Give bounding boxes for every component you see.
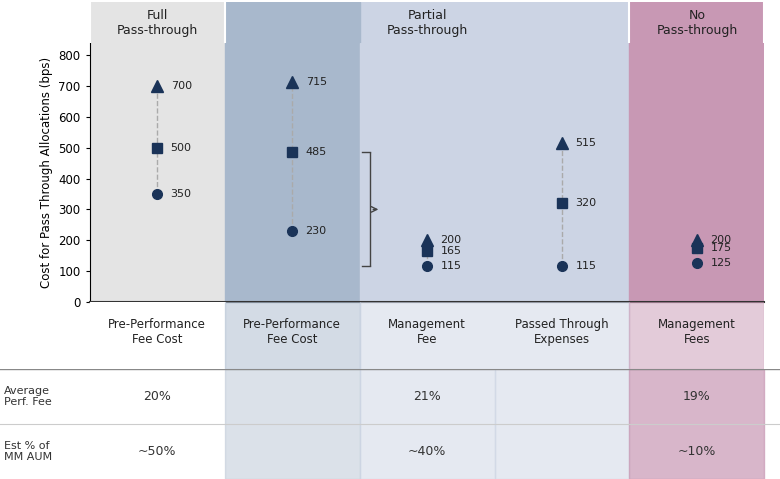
Text: 125: 125 bbox=[711, 258, 732, 268]
Bar bbox=[629, 2, 764, 43]
Y-axis label: Cost for Pass Through Allocations (bps): Cost for Pass Through Allocations (bps) bbox=[40, 57, 53, 288]
Text: Full
Pass-through: Full Pass-through bbox=[116, 9, 198, 37]
Text: ~50%: ~50% bbox=[138, 445, 176, 458]
Text: ~40%: ~40% bbox=[408, 445, 446, 458]
Text: 230: 230 bbox=[306, 226, 327, 236]
Bar bbox=[225, 43, 360, 302]
Bar bbox=[90, 369, 225, 479]
Text: 165: 165 bbox=[441, 246, 462, 256]
Text: 115: 115 bbox=[576, 262, 597, 272]
Text: No
Pass-through: No Pass-through bbox=[656, 9, 738, 37]
Bar bbox=[360, 302, 629, 369]
Text: Management
Fees: Management Fees bbox=[658, 318, 736, 346]
Text: 715: 715 bbox=[306, 77, 327, 87]
Text: Pre-Performance
Fee Cost: Pre-Performance Fee Cost bbox=[108, 318, 206, 346]
Text: 320: 320 bbox=[576, 198, 597, 208]
Text: 500: 500 bbox=[171, 143, 192, 153]
Bar bbox=[225, 369, 360, 479]
Text: 20%: 20% bbox=[144, 390, 171, 403]
Bar bbox=[629, 302, 764, 369]
Text: 485: 485 bbox=[306, 148, 327, 158]
Bar bbox=[629, 369, 764, 479]
Text: 21%: 21% bbox=[413, 390, 441, 403]
Bar bbox=[225, 2, 360, 43]
Text: 515: 515 bbox=[576, 138, 597, 148]
Bar bbox=[90, 43, 225, 302]
Bar bbox=[360, 369, 495, 479]
Text: 175: 175 bbox=[711, 243, 732, 253]
Text: 115: 115 bbox=[441, 262, 462, 272]
Text: Management
Fee: Management Fee bbox=[388, 318, 466, 346]
Text: 19%: 19% bbox=[683, 390, 711, 403]
Text: Pre-Performance
Fee Cost: Pre-Performance Fee Cost bbox=[243, 318, 341, 346]
Bar bbox=[225, 302, 360, 369]
Text: 200: 200 bbox=[711, 235, 732, 245]
Text: Partial
Pass-through: Partial Pass-through bbox=[386, 9, 468, 37]
Text: 350: 350 bbox=[171, 189, 192, 199]
Text: Est % of
MM AUM: Est % of MM AUM bbox=[4, 441, 52, 462]
Bar bbox=[495, 369, 629, 479]
Bar bbox=[360, 43, 629, 302]
Text: 200: 200 bbox=[441, 235, 462, 245]
Text: ~10%: ~10% bbox=[678, 445, 716, 458]
Bar bbox=[225, 2, 629, 43]
Bar bbox=[629, 43, 764, 302]
Bar bbox=[90, 302, 225, 369]
Text: 700: 700 bbox=[171, 81, 192, 91]
Bar bbox=[90, 2, 225, 43]
Text: Average
Perf. Fee: Average Perf. Fee bbox=[4, 386, 51, 407]
Text: Passed Through
Expenses: Passed Through Expenses bbox=[515, 318, 609, 346]
